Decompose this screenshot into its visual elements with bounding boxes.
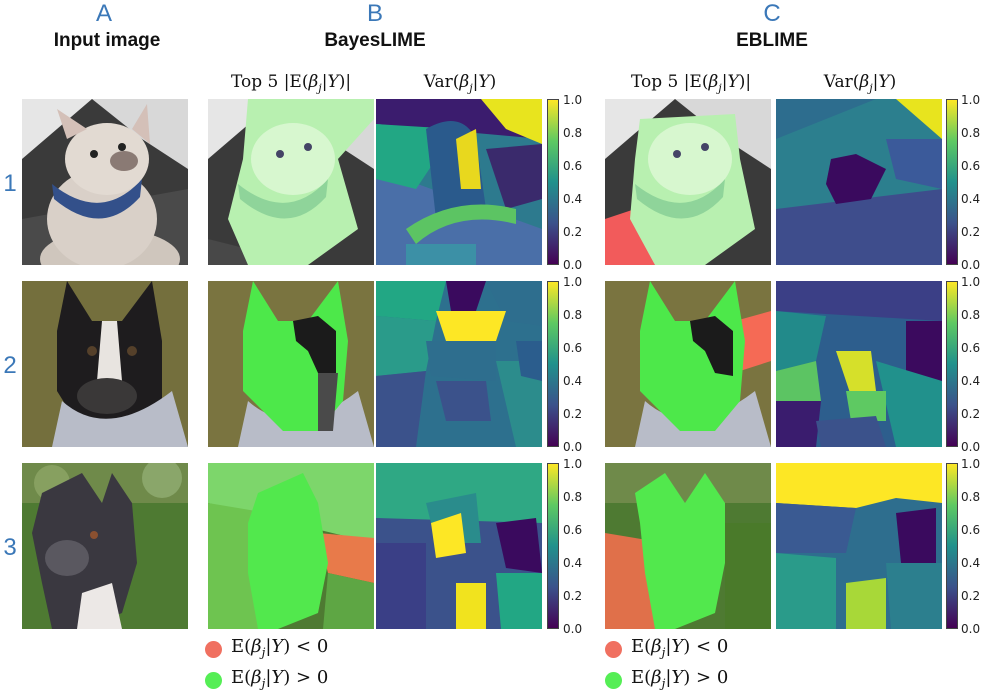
subtitle-c-mean: Top 5 |E(βj|Y)| xyxy=(630,72,752,95)
panel-letter-a: A xyxy=(95,0,112,27)
colorbar-b-1 xyxy=(547,99,559,265)
colorbar-c-3 xyxy=(946,463,958,629)
bayeslime-variance-map-1 xyxy=(376,99,542,265)
tick-label: 0.4 xyxy=(961,374,981,388)
row-number-2: 2 xyxy=(3,352,17,379)
legend-negative-label: E(βj|Y) < 0 xyxy=(231,636,329,660)
input-image-2 xyxy=(22,281,188,447)
tick-label: 1.0 xyxy=(961,275,981,289)
tick-label: 0.2 xyxy=(961,589,981,603)
colorbar-c-1 xyxy=(946,99,958,265)
legend-positive-swatch xyxy=(205,672,222,689)
tick-label: 1.0 xyxy=(961,457,981,471)
tick-label: 0.8 xyxy=(961,490,981,504)
tick-label: 0.2 xyxy=(961,225,981,239)
colorbar-b-2 xyxy=(547,281,559,447)
tick-label: 0.2 xyxy=(961,407,981,421)
tick-label: 1.0 xyxy=(563,457,583,471)
colorbar-ticks-b-1: 1.0 0.8 0.6 0.4 0.2 0.0 xyxy=(560,93,592,272)
bayeslime-mean-map-1 xyxy=(208,99,374,265)
bayeslime-mean-map-2 xyxy=(208,281,374,447)
tick-label: 0.4 xyxy=(563,192,583,206)
panel-letter-b: B xyxy=(366,0,383,27)
tick-label: 0.4 xyxy=(961,192,981,206)
row-number-3: 3 xyxy=(3,534,17,561)
eblime-mean-map-2 xyxy=(605,281,771,447)
eblime-variance-map-1 xyxy=(776,99,942,265)
colorbar-ticks-b-2: 1.0 0.8 0.6 0.4 0.2 0.0 xyxy=(560,275,592,454)
eblime-mean-map-1 xyxy=(605,99,771,265)
legend-negative-swatch xyxy=(205,641,222,658)
tick-label: 0.6 xyxy=(961,523,981,537)
tick-label: 0.0 xyxy=(563,258,583,272)
bayeslime-variance-map-3 xyxy=(376,463,542,629)
tick-label: 0.2 xyxy=(563,407,583,421)
colorbar-ticks-c-3: 1.0 0.8 0.6 0.4 0.2 0.0 xyxy=(959,457,985,636)
input-image-3 xyxy=(22,463,188,629)
subtitle-c-var: Var(βj|Y) xyxy=(823,72,897,95)
tick-label: 0.8 xyxy=(563,126,583,140)
tick-label: 0.4 xyxy=(563,556,583,570)
tick-label: 0.6 xyxy=(563,341,583,355)
legend-negative-swatch-c xyxy=(605,641,622,658)
tick-label: 0.0 xyxy=(961,440,981,454)
bayeslime-mean-map-3 xyxy=(208,463,374,629)
tick-label: 0.6 xyxy=(961,341,981,355)
input-image-1 xyxy=(22,99,188,265)
eblime-variance-map-2 xyxy=(776,281,942,447)
tick-label: 0.0 xyxy=(563,440,583,454)
colorbar-c-2 xyxy=(946,281,958,447)
tick-label: 0.8 xyxy=(961,308,981,322)
colorbar-ticks-b-3: 1.0 0.8 0.6 0.4 0.2 0.0 xyxy=(560,457,592,636)
colorbar-ticks-c-1: 1.0 0.8 0.6 0.4 0.2 0.0 xyxy=(959,93,985,272)
tick-label: 0.0 xyxy=(961,622,981,636)
tick-label: 0.8 xyxy=(563,490,583,504)
tick-label: 1.0 xyxy=(563,275,583,289)
heading-eblime: EBLIME xyxy=(736,30,808,51)
tick-label: 0.2 xyxy=(563,225,583,239)
tick-label: 1.0 xyxy=(563,93,583,107)
tick-label: 0.8 xyxy=(961,126,981,140)
tick-label: 0.0 xyxy=(961,258,981,272)
eblime-mean-map-3 xyxy=(605,463,771,629)
legend-positive-swatch-c xyxy=(605,672,622,689)
tick-label: 0.6 xyxy=(563,159,583,173)
legend-positive-label-c: E(βj|Y) > 0 xyxy=(631,667,729,691)
legend-negative-label-c: E(βj|Y) < 0 xyxy=(631,636,729,660)
eblime-variance-map-3 xyxy=(776,463,942,629)
tick-label: 0.6 xyxy=(961,159,981,173)
tick-label: 0.8 xyxy=(563,308,583,322)
heading-bayeslime: BayesLIME xyxy=(324,30,426,51)
subtitle-b-var: Var(βj|Y) xyxy=(423,72,497,95)
tick-label: 0.2 xyxy=(563,589,583,603)
colorbar-b-3 xyxy=(547,463,559,629)
legend-positive-label: E(βj|Y) > 0 xyxy=(231,667,329,691)
colorbar-ticks-c-2: 1.0 0.8 0.6 0.4 0.2 0.0 xyxy=(959,275,985,454)
tick-label: 0.4 xyxy=(961,556,981,570)
subtitle-b-mean: Top 5 |E(βj|Y)| xyxy=(230,72,352,95)
heading-input-image: Input image xyxy=(53,30,161,51)
tick-label: 1.0 xyxy=(961,93,981,107)
bayeslime-variance-map-2 xyxy=(376,281,542,447)
tick-label: 0.0 xyxy=(563,622,583,636)
tick-label: 0.4 xyxy=(563,374,583,388)
row-number-1: 1 xyxy=(3,170,17,197)
panel-letter-c: C xyxy=(763,0,781,27)
tick-label: 0.6 xyxy=(563,523,583,537)
